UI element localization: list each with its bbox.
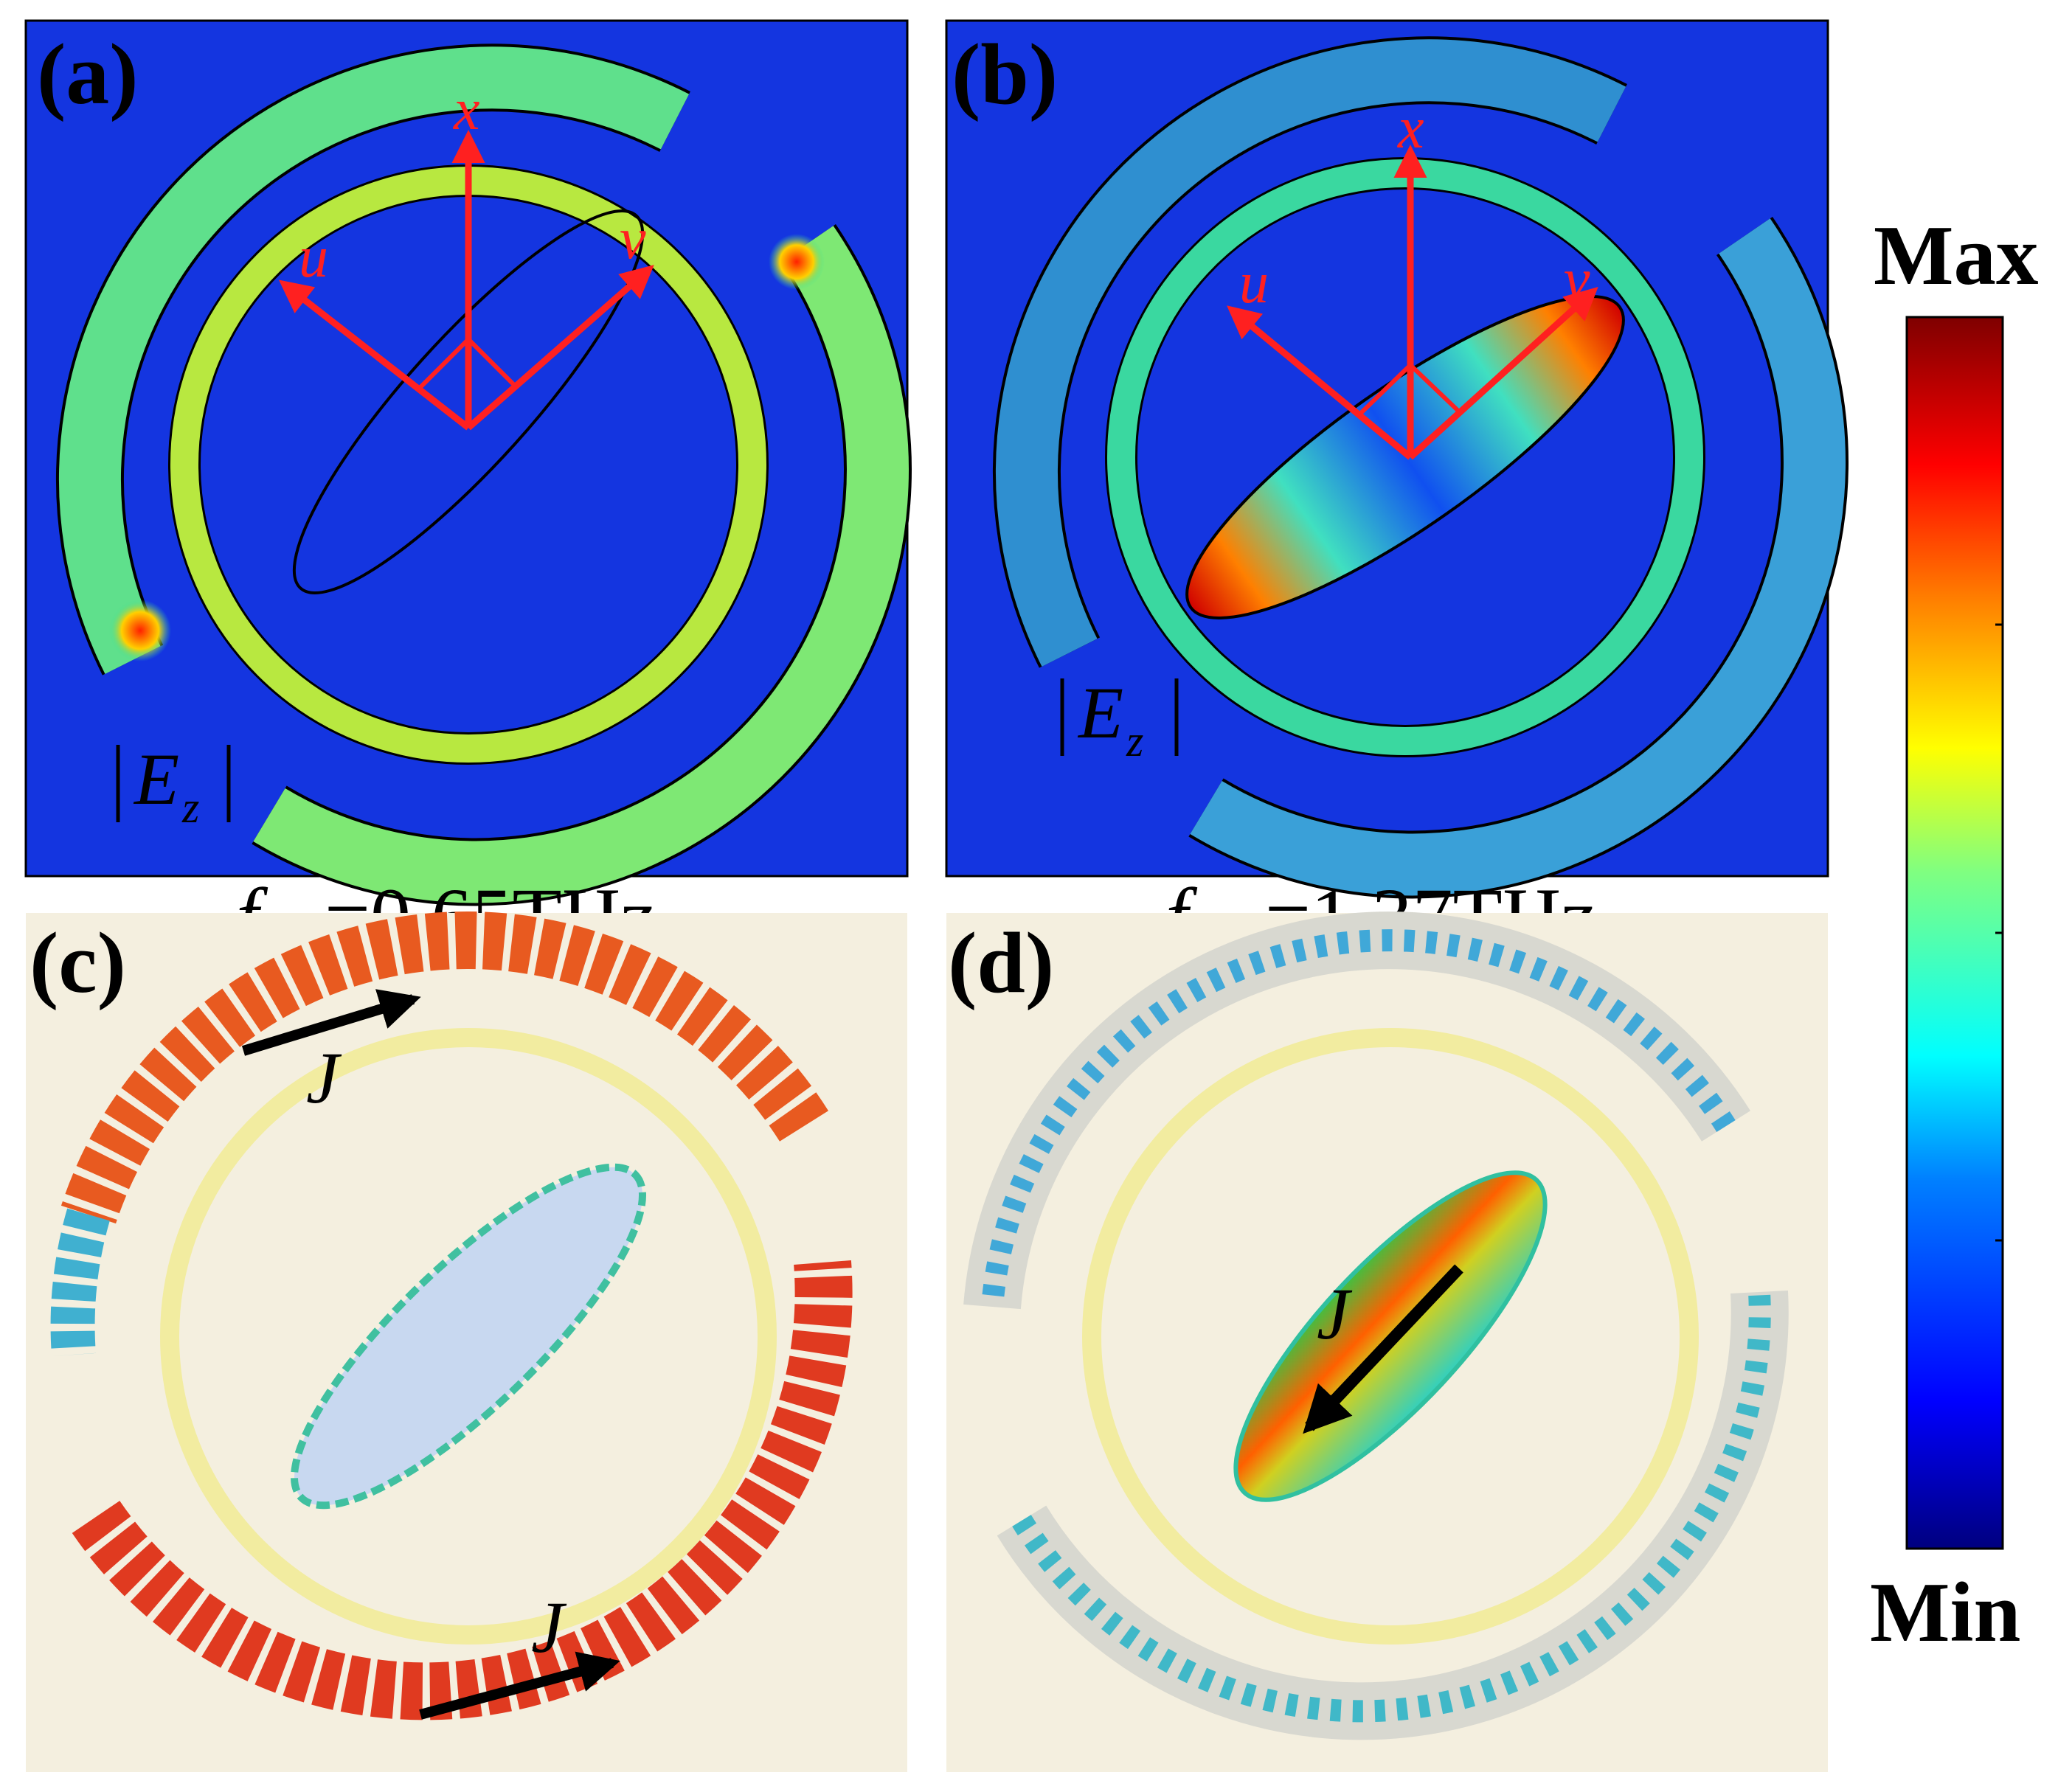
- central-ellipse: [292, 209, 645, 594]
- svg-text:E: E: [1077, 672, 1123, 754]
- panel-b-axis-u: u: [1239, 251, 1269, 316]
- panel-b-field-label: E z: [1060, 672, 1179, 765]
- panel-a: (a) x u v E z: [24, 19, 912, 906]
- panel-a-axes: [278, 130, 654, 431]
- panel-c-label: (c): [30, 914, 126, 1011]
- colorbar-max-label: Max: [1874, 209, 2039, 302]
- panel-b-label: (b): [952, 26, 1058, 122]
- svg-text:E: E: [133, 738, 179, 820]
- panel-b-axis-x: x: [1397, 96, 1424, 161]
- panel-b: (b) x u v E z: [945, 19, 1849, 899]
- panel-d-label: (d): [948, 914, 1054, 1011]
- svg-text:z: z: [181, 783, 199, 832]
- outer-split-ring: [55, 44, 912, 906]
- colorbar-gradient: [1905, 316, 2004, 1550]
- panel-a-axis-v: v: [620, 206, 646, 271]
- panel-c-current-label-1: J: [306, 1037, 342, 1119]
- panel-c: (c) J J: [26, 911, 907, 1772]
- panel-a-label: (a): [37, 26, 139, 122]
- panel-a-axis-x: x: [453, 77, 480, 142]
- panel-c-lower-arc: [72, 1260, 853, 1720]
- panel-b-axis-v: v: [1564, 247, 1590, 312]
- panel-c-ellipse: [290, 1163, 647, 1510]
- panel-c-current-label-2: J: [531, 1586, 567, 1668]
- svg-text:z: z: [1126, 717, 1143, 765]
- colorbar: Max Min: [1870, 209, 2039, 1659]
- panel-c-upper-arc: [60, 911, 828, 1224]
- panel-d: (d) J: [946, 911, 1828, 1772]
- panel-a-field-label: E z: [116, 738, 231, 832]
- panel-d-current-label: J: [1317, 1273, 1353, 1355]
- colorbar-min-label: Min: [1870, 1566, 2020, 1659]
- panel-a-axis-u: u: [299, 225, 328, 290]
